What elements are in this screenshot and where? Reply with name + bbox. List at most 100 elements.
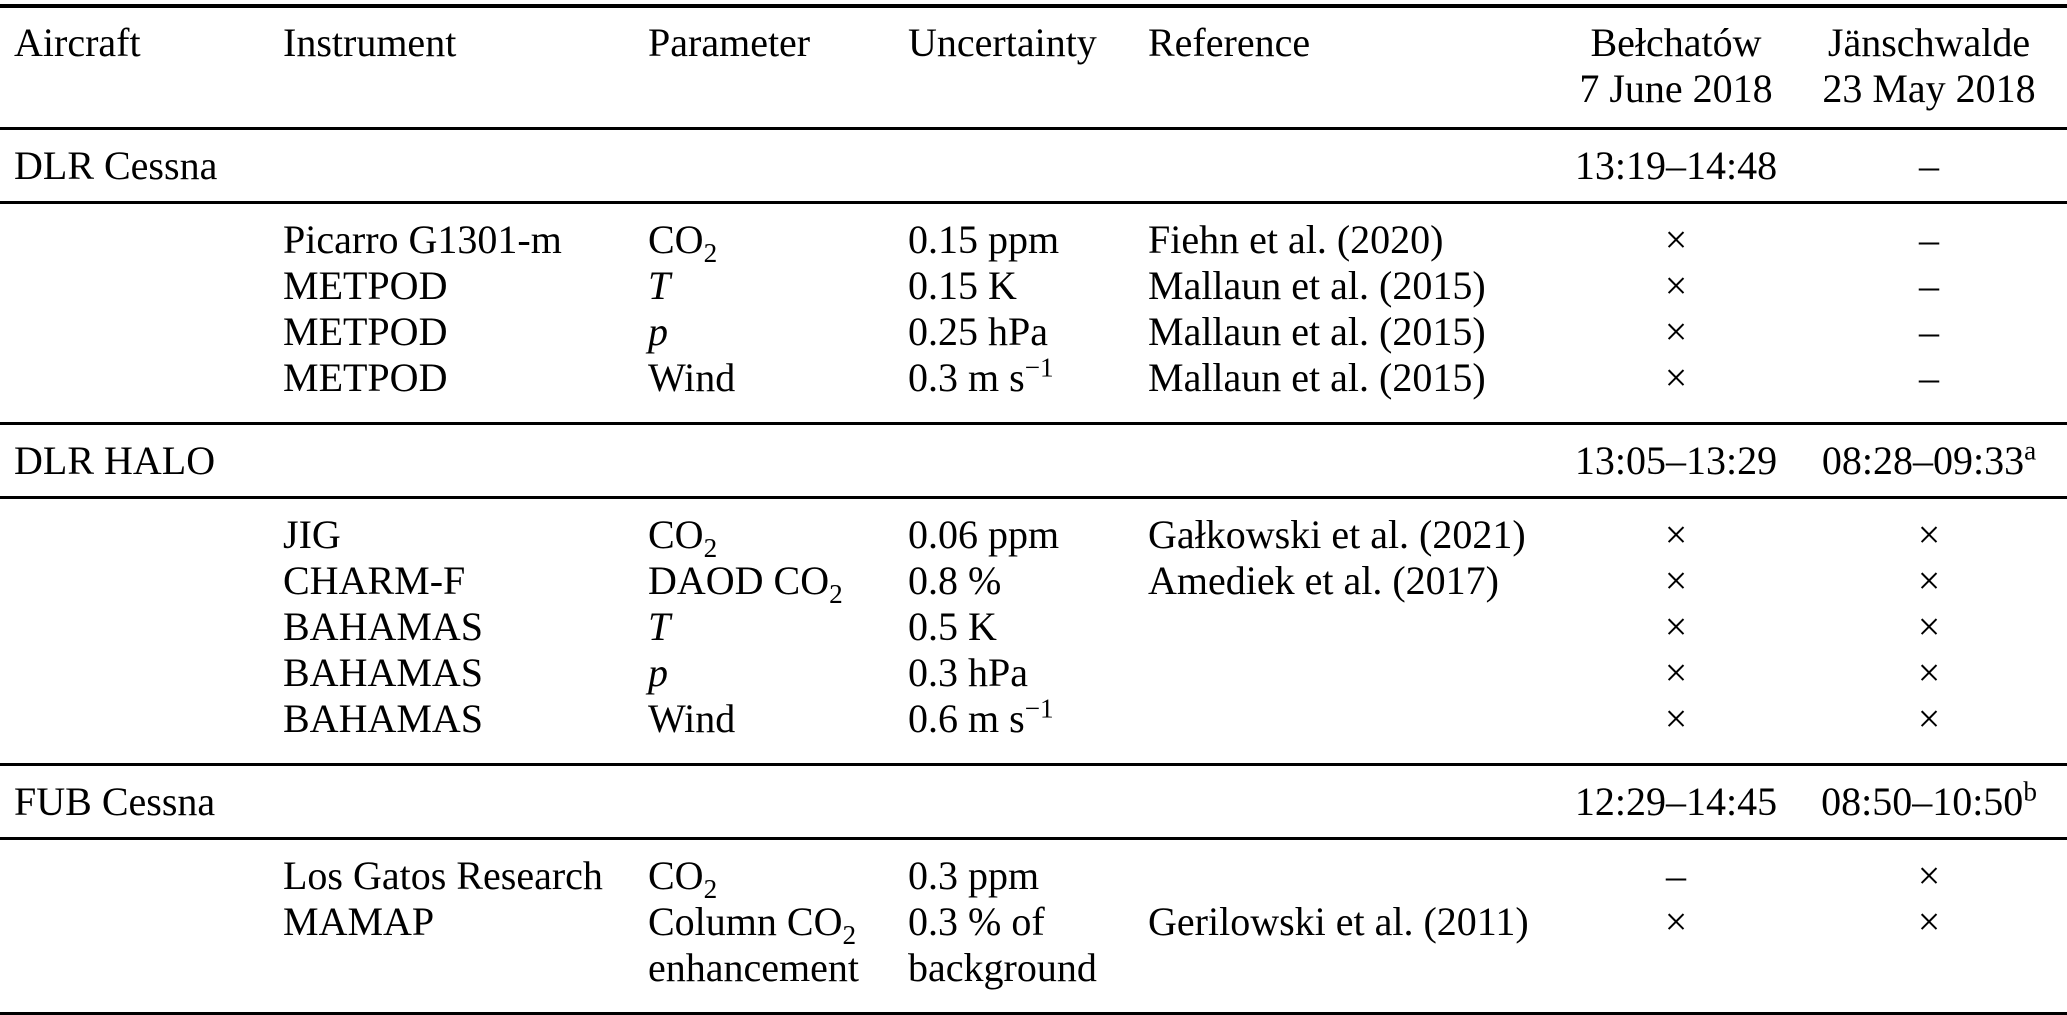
instrument-cell: MAMAP bbox=[283, 899, 435, 944]
aircraft-cell: DLR Cessna bbox=[14, 143, 218, 188]
table-rule bbox=[0, 422, 2067, 425]
reference-cell: Mallaun et al. (2015) bbox=[1148, 355, 1486, 400]
janschwalde-time: 08:50–10:50b bbox=[1821, 776, 2037, 824]
belchatow-mark: × bbox=[1664, 217, 1688, 262]
janschwalde-time: – bbox=[1919, 143, 1939, 188]
janschwalde-mark: × bbox=[1917, 696, 1941, 741]
belchatow-mark: × bbox=[1664, 512, 1688, 557]
footnote-marker-a: a bbox=[2024, 435, 2037, 466]
section-body-dlr-halo: JIG CO2 0.06 ppm Gałkowski et al. (2021)… bbox=[0, 499, 2067, 763]
header-reference: Reference bbox=[1148, 20, 1311, 65]
table-row: Picarro G1301-m CO2 0.15 ppm Fiehn et al… bbox=[0, 217, 2067, 268]
parameter-cell: Wind bbox=[648, 355, 736, 400]
parameter-cell: CO2 bbox=[648, 512, 718, 563]
section-body-dlr-cessna: Picarro G1301-m CO2 0.15 ppm Fiehn et al… bbox=[0, 204, 2067, 422]
table-row: METPOD p 0.25 hPa Mallaun et al. (2015) … bbox=[0, 309, 2067, 355]
aircraft-cell: FUB Cessna bbox=[14, 779, 216, 824]
table-rule bbox=[0, 127, 2067, 130]
reference-cell: Mallaun et al. (2015) bbox=[1148, 263, 1486, 308]
header-instrument: Instrument bbox=[283, 20, 457, 65]
table-rule bbox=[0, 837, 2067, 840]
section-row-fub-cessna: FUB Cessna 12:29–14:45 08:50–10:50b bbox=[0, 766, 2067, 837]
instrument-cell: METPOD bbox=[283, 309, 448, 354]
parameter-cell: CO2 bbox=[648, 217, 718, 268]
janschwalde-mark: × bbox=[1917, 650, 1941, 695]
reference-cell bbox=[1148, 650, 1561, 696]
table-row: BAHAMAS p 0.3 hPa × × bbox=[0, 650, 2067, 696]
table-row: BAHAMAS Wind 0.6 m s−1 × × bbox=[0, 693, 2067, 742]
instrument-cell: Picarro G1301-m bbox=[283, 217, 562, 262]
parameter-cell: Column CO2 enhancement bbox=[648, 899, 859, 990]
section-row-dlr-halo: DLR HALO 13:05–13:29 08:28–09:33a bbox=[0, 425, 2067, 496]
parameter-cell: p bbox=[648, 650, 668, 695]
header-aircraft: Aircraft bbox=[14, 20, 141, 65]
janschwalde-mark: × bbox=[1917, 853, 1941, 898]
parameter-cell: T bbox=[648, 263, 671, 308]
belchatow-mark: × bbox=[1664, 899, 1688, 944]
header-janschwalde-date: 23 May 2018 bbox=[1822, 66, 2036, 111]
table-row: METPOD Wind 0.3 m s−1 Mallaun et al. (20… bbox=[0, 352, 2067, 401]
uncertainty-cell: 0.3 % of background bbox=[908, 899, 1097, 990]
uncertainty-cell: 0.3 ppm bbox=[908, 853, 1040, 898]
instrument-cell: METPOD bbox=[283, 263, 448, 308]
belchatow-mark: – bbox=[1666, 853, 1686, 898]
instrument-cell: CHARM-F bbox=[283, 558, 466, 603]
section-row-dlr-cessna: DLR Cessna 13:19–14:48 – bbox=[0, 130, 2067, 201]
header-belchatow: Bełchatów 7 June 2018 bbox=[1561, 20, 1791, 127]
janschwalde-mark: × bbox=[1917, 899, 1941, 944]
belchatow-mark: × bbox=[1664, 604, 1688, 649]
instrument-cell: BAHAMAS bbox=[283, 696, 484, 741]
uncertainty-cell: 0.15 ppm bbox=[908, 217, 1060, 262]
table-row: Los Gatos Research CO2 0.3 ppm – × bbox=[0, 853, 2067, 904]
instrument-cell: BAHAMAS bbox=[283, 650, 484, 695]
table-row: METPOD T 0.15 K Mallaun et al. (2015) × … bbox=[0, 263, 2067, 309]
header-belchatow-name: Bełchatów bbox=[1590, 20, 1762, 65]
header-uncertainty: Uncertainty bbox=[908, 20, 1097, 65]
reference-cell: Gerilowski et al. (2011) bbox=[1148, 899, 1529, 944]
parameter-cell: p bbox=[648, 309, 668, 354]
uncertainty-cell: 0.6 m s−1 bbox=[908, 693, 1054, 741]
belchatow-time: 12:29–14:45 bbox=[1574, 779, 1778, 824]
parameter-cell: T bbox=[648, 604, 671, 649]
janschwalde-mark: – bbox=[1919, 263, 1939, 308]
belchatow-mark: × bbox=[1664, 558, 1688, 603]
table-rule bbox=[0, 763, 2067, 766]
instrument-cell: BAHAMAS bbox=[283, 604, 484, 649]
janschwalde-mark: – bbox=[1919, 355, 1939, 400]
reference-cell bbox=[1148, 853, 1561, 899]
instrument-cell: JIG bbox=[283, 512, 341, 557]
uncertainty-cell: 0.5 K bbox=[908, 604, 997, 649]
belchatow-mark: × bbox=[1664, 355, 1688, 400]
table-rule bbox=[0, 496, 2067, 499]
header-janschwalde-name: Jänschwalde bbox=[1827, 20, 2031, 65]
header-parameter: Parameter bbox=[648, 20, 811, 65]
instrument-cell: Los Gatos Research bbox=[283, 853, 603, 898]
reference-cell: Amediek et al. (2017) bbox=[1148, 558, 1499, 603]
belchatow-mark: × bbox=[1664, 650, 1688, 695]
reference-cell: Gałkowski et al. (2021) bbox=[1148, 512, 1526, 557]
table-row: JIG CO2 0.06 ppm Gałkowski et al. (2021)… bbox=[0, 512, 2067, 563]
janschwalde-mark: × bbox=[1917, 604, 1941, 649]
janschwalde-mark: – bbox=[1919, 217, 1939, 262]
section-body-fub-cessna: Los Gatos Research CO2 0.3 ppm – × MAMAP… bbox=[0, 840, 2067, 1012]
aircraft-cell: DLR HALO bbox=[14, 438, 216, 483]
reference-cell: Mallaun et al. (2015) bbox=[1148, 309, 1486, 354]
janschwalde-mark: × bbox=[1917, 512, 1941, 557]
table-row: MAMAP Column CO2 enhancement 0.3 % of ba… bbox=[0, 899, 2067, 991]
uncertainty-cell: 0.15 K bbox=[908, 263, 1017, 308]
parameter-cell: DAOD CO2 bbox=[648, 558, 843, 609]
uncertainty-cell: 0.3 hPa bbox=[908, 650, 1028, 695]
table-header-row: Aircraft Instrument Parameter Uncertaint… bbox=[0, 8, 2067, 127]
janschwalde-mark: × bbox=[1917, 558, 1941, 603]
parameter-cell: Wind bbox=[648, 696, 736, 741]
parameter-cell: CO2 bbox=[648, 853, 718, 904]
table-rule bbox=[0, 201, 2067, 204]
belchatow-time: 13:19–14:48 bbox=[1574, 143, 1778, 188]
table-top-rule bbox=[0, 4, 2067, 8]
uncertainty-cell: 0.3 m s−1 bbox=[908, 352, 1054, 400]
footnote-marker-b: b bbox=[2023, 776, 2037, 807]
table-row: CHARM-F DAOD CO2 0.8 % Amediek et al. (2… bbox=[0, 558, 2067, 609]
reference-cell bbox=[1148, 604, 1561, 650]
janschwalde-time: 08:28–09:33a bbox=[1821, 435, 2037, 483]
